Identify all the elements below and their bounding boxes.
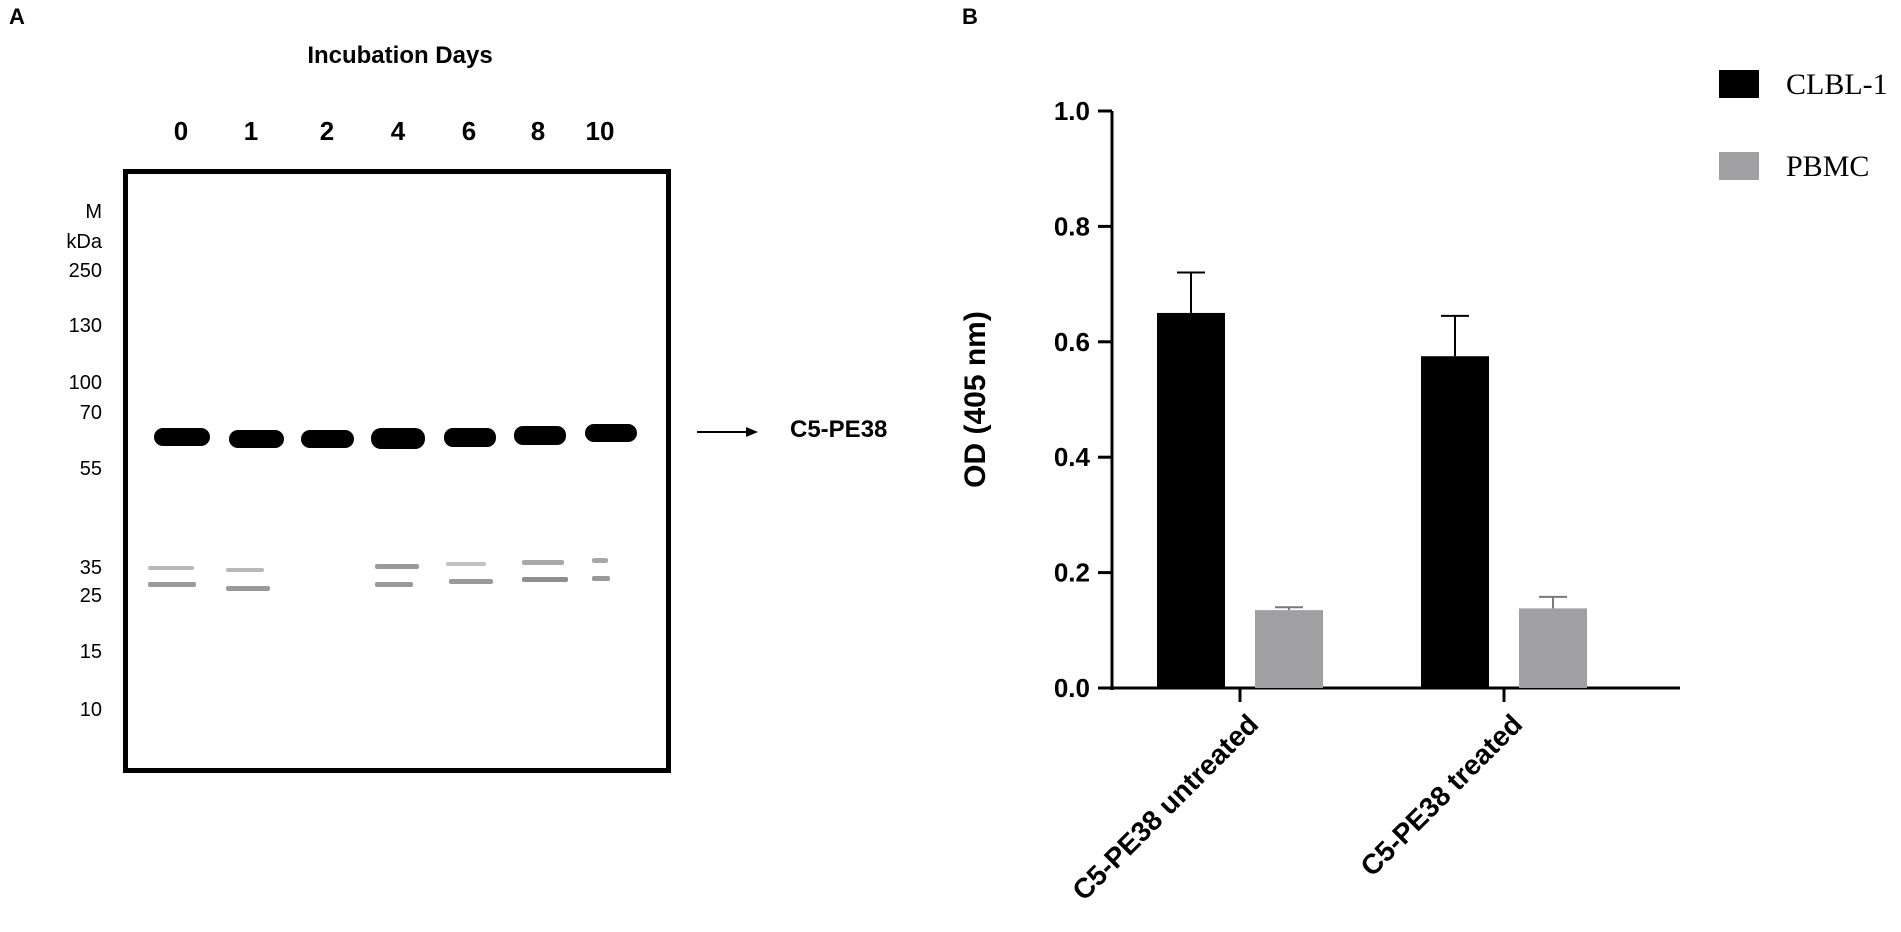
marker-label: 130 <box>68 315 102 337</box>
y-tick-label: 0.0 <box>1054 673 1090 703</box>
y-tick-label: 0.8 <box>1054 211 1090 241</box>
marker-label: 35 <box>79 557 102 579</box>
protein-band <box>229 430 284 448</box>
y-tick-label: 0.2 <box>1054 558 1090 588</box>
panel-b-letter: B <box>962 4 978 29</box>
faint-band <box>375 564 419 569</box>
marker-label: 15 <box>79 641 102 663</box>
faint-band <box>375 582 413 587</box>
lane-label: 8 <box>530 116 546 146</box>
lane-label: 6 <box>461 116 477 146</box>
gel-title: Incubation Days <box>307 42 493 69</box>
protein-band <box>371 428 425 449</box>
protein-band <box>585 424 637 442</box>
blot-membrane <box>123 169 671 773</box>
marker-header: kDa <box>66 231 102 253</box>
faint-band <box>592 576 610 581</box>
lane-label: 10 <box>585 116 615 146</box>
legend-label: CLBL-1 <box>1786 68 1888 101</box>
lane-label: 0 <box>173 116 189 146</box>
bar <box>1255 610 1323 688</box>
marker-label: 10 <box>79 699 102 721</box>
faint-band <box>226 586 270 591</box>
bar <box>1519 608 1587 688</box>
faint-band <box>522 577 568 582</box>
marker-label: 250 <box>68 260 102 282</box>
lane-label: 4 <box>390 116 406 146</box>
faint-band <box>226 568 264 572</box>
bar <box>1157 312 1225 688</box>
marker-header: M <box>85 201 102 223</box>
marker-label: 100 <box>68 372 102 394</box>
protein-band <box>154 428 210 446</box>
faint-band <box>148 582 196 587</box>
legend-label: PBMC <box>1786 150 1869 183</box>
lane-label: 1 <box>243 116 259 146</box>
faint-band <box>446 562 486 566</box>
protein-band <box>514 426 566 445</box>
marker-label: 55 <box>79 458 102 480</box>
legend-swatch <box>1719 70 1759 98</box>
panel-a-letter: A <box>9 4 25 29</box>
faint-band <box>449 579 493 584</box>
bar <box>1421 356 1489 688</box>
faint-band <box>148 566 194 570</box>
marker-label: 25 <box>79 585 102 607</box>
protein-band <box>444 428 496 447</box>
band-label: C5-PE38 <box>790 416 888 443</box>
marker-label: 70 <box>79 402 102 424</box>
y-axis-title: OD (405 nm) <box>959 311 992 488</box>
legend-swatch <box>1719 152 1759 180</box>
protein-band <box>301 430 354 448</box>
y-tick-label: 0.6 <box>1054 327 1090 357</box>
x-tick-label: C5-PE38 treated <box>1354 708 1528 882</box>
faint-band <box>592 558 608 563</box>
arrow-head <box>746 427 758 437</box>
lane-label: 2 <box>319 116 335 146</box>
faint-band <box>522 560 564 565</box>
y-tick-label: 1.0 <box>1054 96 1090 126</box>
x-tick-label: C5-PE38 untreated <box>1066 708 1264 906</box>
y-tick-label: 0.4 <box>1054 442 1091 472</box>
